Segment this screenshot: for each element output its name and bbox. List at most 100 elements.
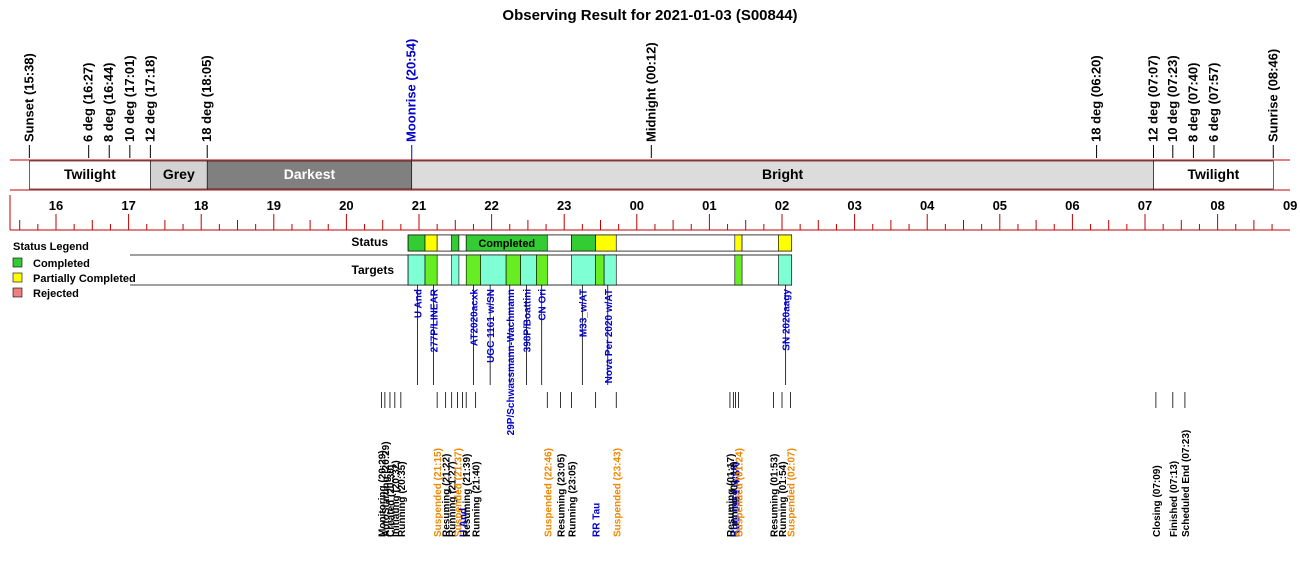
status-block: [615, 234, 736, 252]
sky-bands: Twilight Grey Darkest Bright Twilight: [10, 159, 1290, 191]
status-block: [734, 234, 743, 252]
hour-label: 00: [630, 198, 644, 213]
sky-event-label: 12 deg (07:07): [1145, 55, 1160, 142]
sky-event-label: Moonrise (20:54): [404, 39, 419, 142]
status-block: [436, 234, 452, 252]
hour-label: 23: [557, 198, 571, 213]
chart-title: Observing Result for 2021-01-03 (S00844): [502, 7, 797, 24]
log-events: Monitoring (20:29)AutoStarting (20:29)Cr…: [377, 392, 1192, 537]
hour-label: 07: [1138, 198, 1152, 213]
log-event-label: Resuming (01:17): [726, 454, 737, 537]
sky-event-label: 18 deg (18:05): [199, 55, 214, 142]
log-event-label: Suspended (21:37): [453, 448, 464, 537]
status-block: [407, 234, 426, 252]
status-target-rows: Status Targets Completed: [130, 234, 793, 286]
target-block: [603, 254, 617, 286]
sky-band-label: Twilight: [64, 166, 116, 182]
status-block: [458, 234, 467, 252]
log-event-label: Running (01:18): [729, 461, 740, 537]
log-event-label: Monitoring (20:29): [377, 450, 388, 537]
log-event-label: KUG 0959 w/SN: [732, 463, 743, 537]
sky-event-label: 6 deg (16:27): [81, 63, 96, 142]
target-label: 277P/LINEAR: [430, 288, 441, 352]
log-event-label: AutoStarting (20:29): [381, 441, 392, 537]
log-event-label: Suspended (21:15): [433, 448, 444, 537]
log-event-label: Resuming (01:53): [770, 454, 781, 537]
hour-label: 22: [484, 198, 498, 213]
sky-event-label: 18 deg (06:20): [1089, 55, 1104, 142]
time-axis: 16 17 18 19 20 21 22 23 00 01 02 03 04 05 06 07 08 09: [9, 195, 1297, 231]
log-event-label: Closing (07:09): [1152, 465, 1163, 537]
sky-band-label: Twilight: [1187, 166, 1239, 182]
sky-events: Sunset (15:38) 6 deg (16:27) 8 deg (16:44)…: [21, 39, 1280, 160]
log-event-label: Running (21:40): [472, 461, 483, 537]
target-label: AT2020acxk: [469, 289, 480, 347]
hour-label: 03: [847, 198, 861, 213]
hour-label: 02: [775, 198, 789, 213]
hour-label: 18: [194, 198, 208, 213]
target-block: [451, 254, 460, 286]
target-block: [424, 254, 438, 286]
target-label: CN Ori: [538, 289, 549, 321]
sky-band-label: Darkest: [284, 166, 336, 182]
hour-label: 01: [702, 198, 716, 213]
hour-label: 20: [339, 198, 353, 213]
legend-item-label: Partially Completed: [33, 273, 136, 285]
hour-label: 09: [1283, 198, 1297, 213]
sky-event-label: 12 deg (17:18): [142, 55, 157, 142]
target-block: [480, 254, 507, 286]
legend-title: Status Legend: [13, 241, 89, 253]
target-block: [595, 254, 605, 286]
target-labels: U And 277P/LINEAR AT2020acxk UGC 1161 w/SN 2…: [414, 285, 793, 435]
hour-label: 21: [412, 198, 426, 213]
sky-event-label: Sunrise (08:46): [1265, 49, 1280, 142]
target-label: Nova Per 2020 w/AT: [604, 289, 615, 383]
sky-event-label: 6 deg (07:57): [1206, 63, 1221, 142]
legend-swatch: [12, 272, 23, 283]
sky-event-label: 8 deg (16:44): [101, 63, 116, 142]
legend-item-label: Completed: [33, 258, 90, 270]
log-event-label: Created (20:30): [386, 465, 397, 537]
status-row-label: Status: [351, 235, 388, 249]
log-event-label: Finished (07:13): [1169, 461, 1180, 537]
sky-event-label: 10 deg (07:23): [1165, 55, 1180, 142]
target-label: 29P/Schwassmann-Wachmann: [506, 289, 517, 435]
status-legend: Status Legend Completed Partially Complete…: [12, 241, 136, 300]
log-event-label: Scheduled End (07:23): [1181, 430, 1192, 537]
hour-label: 04: [920, 198, 935, 213]
target-label: U And: [414, 289, 425, 318]
sky-event-label: 8 deg (07:40): [1185, 63, 1200, 142]
status-block: [778, 234, 792, 252]
log-event-label: Resuming (21:22): [442, 454, 453, 537]
sky-band-label: Bright: [762, 166, 804, 182]
status-block: [741, 234, 779, 252]
target-label: M33_w/AT: [578, 289, 589, 337]
target-block: [734, 254, 743, 286]
target-block: [571, 254, 596, 286]
log-event-label: Resuming (23:05): [557, 454, 568, 537]
sky-band: [150, 160, 208, 190]
log-event-label: Suspended (02:07): [786, 448, 797, 537]
log-event-label: Suspended (22:46): [543, 448, 554, 537]
log-event-label: Resuming (21:39): [462, 454, 473, 537]
sky-event-label: 10 deg (17:01): [122, 55, 137, 142]
sky-event-label: Sunset (15:38): [21, 53, 36, 142]
target-label: SN 2020aagy: [782, 289, 793, 351]
target-block: [536, 254, 548, 286]
target-label: UGC 1161 w/SN: [486, 289, 497, 363]
status-block: [595, 234, 617, 252]
sky-band: [29, 160, 151, 190]
log-event-label: RR Tau: [592, 503, 603, 537]
status-block: [451, 234, 460, 252]
legend-swatch: [12, 257, 23, 268]
sky-band: [411, 160, 1154, 190]
sky-event-label: Midnight (00:12): [643, 42, 658, 142]
sky-band: [206, 160, 413, 190]
target-block: [465, 254, 482, 286]
hour-label: 19: [267, 198, 281, 213]
target-block: [407, 254, 426, 286]
target-block: [778, 254, 792, 286]
target-label: 398P/Boattini: [522, 289, 533, 353]
status-block-label: Completed: [478, 238, 535, 250]
